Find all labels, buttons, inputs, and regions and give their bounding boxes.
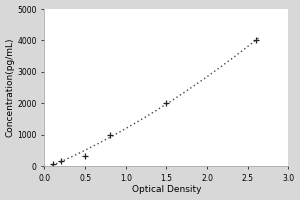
X-axis label: Optical Density: Optical Density [132, 185, 201, 194]
Y-axis label: Concentration(pg/mL): Concentration(pg/mL) [6, 38, 15, 137]
